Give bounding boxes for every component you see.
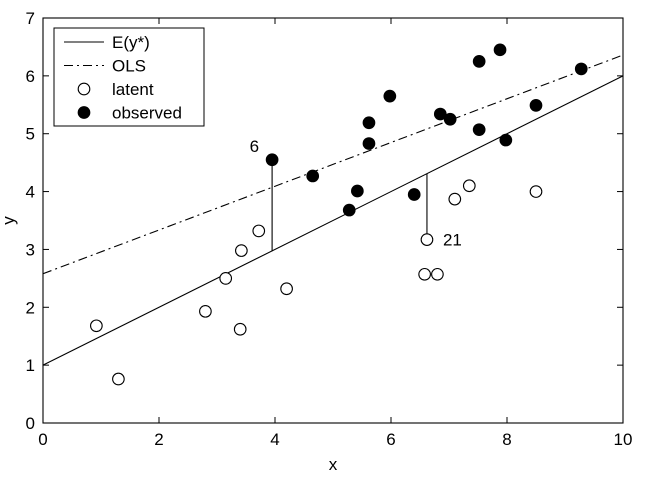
- observed-point: [265, 153, 279, 167]
- observed-point: [383, 89, 397, 103]
- observed-point: [433, 107, 447, 121]
- series-line-ols: [43, 54, 623, 275]
- legend-label: OLS: [112, 57, 146, 76]
- x-tick-label: 0: [38, 430, 47, 449]
- legend-label: E(y*): [112, 33, 150, 52]
- y-axis-label: y: [0, 216, 18, 225]
- latent-point: [235, 244, 248, 257]
- series-line-e-y: [43, 75, 623, 366]
- x-axis-label: x: [329, 455, 338, 474]
- y-tick-label: 1: [26, 356, 35, 375]
- latent-point: [420, 233, 434, 246]
- legend-label: observed: [112, 104, 182, 123]
- latent-point: [219, 272, 233, 285]
- x-tick-label: 2: [154, 430, 163, 449]
- latent-point: [280, 282, 293, 296]
- latent-point: [462, 179, 476, 193]
- y-tick-label: 4: [26, 183, 35, 202]
- series-layer: 6 21: [43, 43, 623, 386]
- latent-point: [90, 319, 103, 333]
- observed-point: [362, 116, 376, 130]
- observed-point: [306, 169, 320, 183]
- latent-point: [112, 372, 125, 386]
- observed-point: [407, 188, 421, 201]
- legend-label: latent: [112, 80, 154, 99]
- latent-point: [448, 192, 462, 206]
- legend-swatch-marker: [77, 82, 91, 96]
- observed-point: [529, 99, 543, 112]
- observed-point: [342, 203, 356, 217]
- x-tick-label: 8: [502, 430, 511, 449]
- observed-point: [472, 55, 486, 68]
- axes-layer: 0 2 4 6 8 10 0 1 2 3 4 5 6 7 x y: [0, 9, 632, 474]
- latent-point: [418, 267, 431, 281]
- observed-point: [472, 123, 486, 137]
- x-tick-label: 10: [614, 430, 633, 449]
- observed-point: [499, 133, 513, 147]
- y-tick-label: 0: [26, 414, 35, 433]
- latent-point: [431, 267, 444, 281]
- annotation-label-21: 21: [443, 231, 462, 250]
- observed-point: [574, 62, 588, 76]
- y-tick-label: 2: [26, 298, 35, 317]
- y-tick-label: 3: [26, 240, 35, 259]
- x-tick-label: 4: [270, 430, 279, 449]
- y-tick-label: 7: [26, 9, 35, 28]
- observed-point: [443, 112, 457, 126]
- latent-point: [529, 185, 543, 198]
- observed-point: [362, 137, 376, 150]
- latent-point: [199, 304, 212, 318]
- y-tick-label: 6: [26, 67, 35, 86]
- latent-point: [233, 322, 247, 336]
- latent-point: [252, 224, 266, 238]
- legend-swatch-marker: [77, 106, 91, 119]
- observed-point: [493, 43, 507, 57]
- annotation-label-6: 6: [250, 137, 259, 156]
- observed-point: [351, 184, 364, 198]
- y-tick-label: 5: [26, 125, 35, 144]
- legend: E(y*) OLS latent observed: [53, 27, 205, 127]
- plot-frame: [42, 17, 624, 424]
- x-tick-label: 6: [386, 430, 395, 449]
